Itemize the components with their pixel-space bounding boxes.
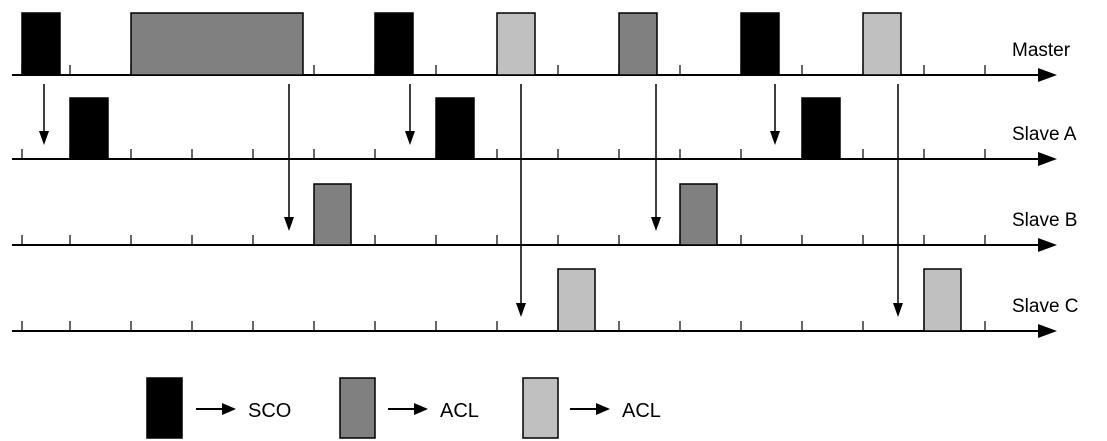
sco-packet (801, 97, 841, 160)
poll-arrow-slave-b (284, 84, 294, 231)
acl-packet-light (862, 12, 902, 76)
acl-packet-dark (618, 12, 658, 76)
legend-swatch-sco (146, 377, 183, 439)
lane-slave-b: Slave B (12, 183, 1077, 252)
lane-label-slave-c: Slave C (1012, 296, 1079, 317)
lane-label-slave-a: Slave A (1012, 124, 1077, 145)
poll-arrow-slave-a (770, 84, 780, 145)
acl-packet-light (496, 12, 536, 76)
lane-slave-a: Slave A (12, 97, 1077, 166)
legend-label-acl-dark: ACL (440, 400, 479, 422)
legend: SCO ACL ACL (146, 377, 661, 439)
slot-ticks (21, 235, 986, 245)
lane-master: Master (12, 12, 1071, 82)
sco-packet (374, 12, 414, 76)
axis-arrowhead (1038, 324, 1057, 338)
lane-slave-c: Slave C (12, 268, 1079, 338)
acl-packet-dark (313, 183, 352, 246)
acl-packet-light (923, 268, 962, 332)
sco-packet (21, 12, 61, 76)
legend-swatch-acl-dark (339, 377, 376, 439)
axis-arrowhead (1038, 238, 1057, 252)
legend-item-acl-dark: ACL (339, 377, 479, 439)
legend-item-sco: SCO (146, 377, 291, 439)
acl-packet-light (557, 268, 596, 332)
sco-packet (69, 97, 109, 160)
acl-packet-dark (130, 12, 304, 76)
poll-arrow-slave-c (516, 84, 526, 317)
legend-swatch-acl-light (522, 377, 559, 439)
legend-label-acl-light: ACL (622, 400, 661, 422)
poll-arrow-slave-a (39, 84, 49, 145)
poll-arrows (39, 84, 903, 317)
axis-arrowhead (1038, 152, 1057, 166)
legend-arrowhead (414, 403, 428, 415)
legend-label-sco: SCO (248, 400, 291, 422)
legend-item-acl-light: ACL (522, 377, 661, 439)
legend-arrowhead (596, 403, 610, 415)
lane-label-slave-b: Slave B (1012, 210, 1077, 231)
acl-packet-dark (679, 183, 718, 246)
legend-arrowhead (222, 403, 236, 415)
sco-packet (740, 12, 780, 76)
slot-ticks (21, 321, 986, 331)
poll-arrow-slave-c (893, 84, 903, 317)
poll-arrow-slave-a (405, 84, 415, 145)
poll-arrow-slave-b (651, 84, 661, 231)
axis-arrowhead (1038, 68, 1057, 82)
sco-packet (435, 97, 475, 160)
lane-label-master: Master (1012, 40, 1071, 61)
